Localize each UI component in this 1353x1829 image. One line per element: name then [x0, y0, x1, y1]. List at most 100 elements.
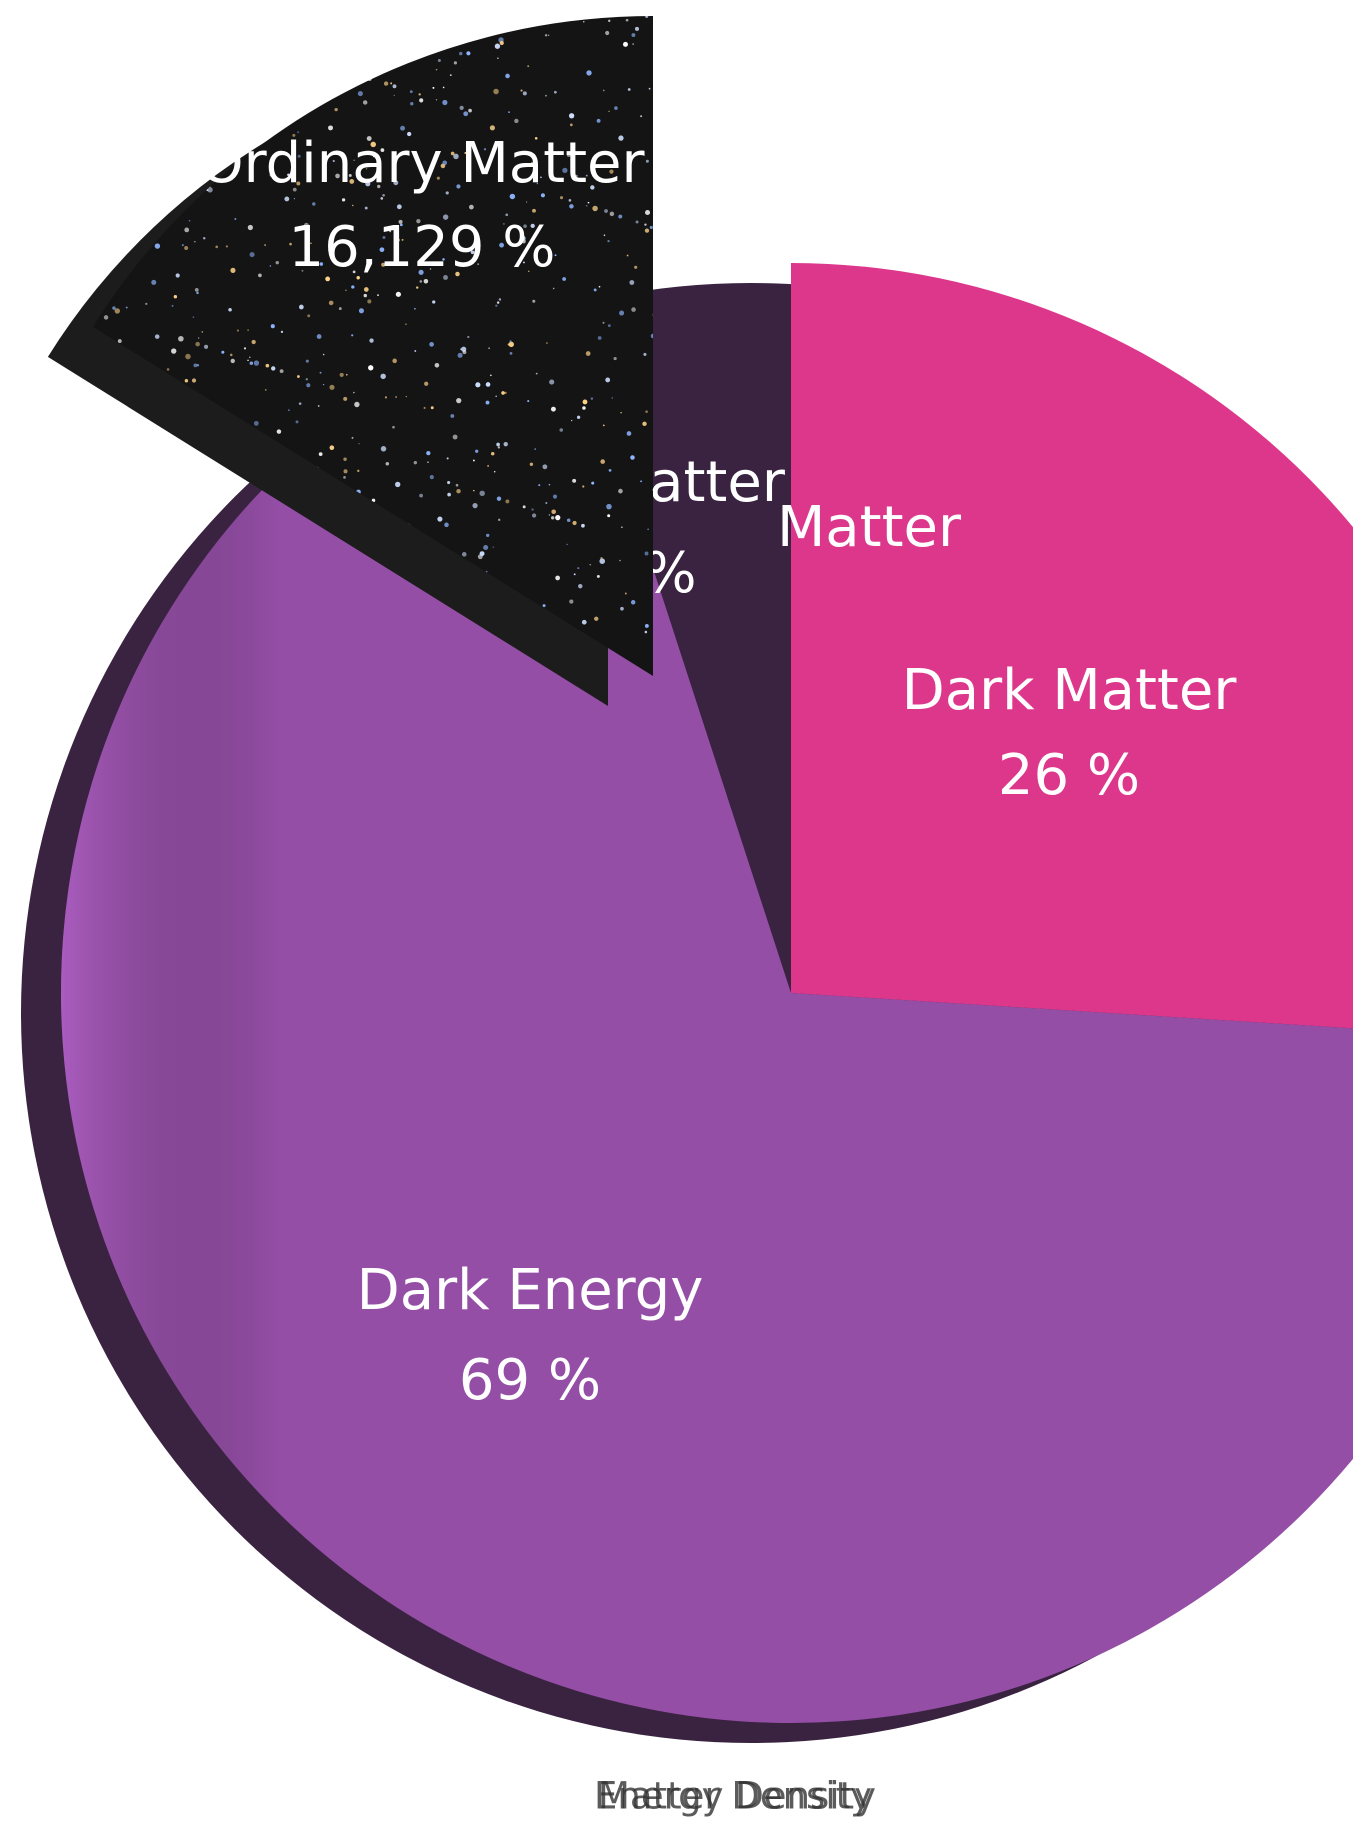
star	[224, 46, 226, 49]
star	[585, 174, 588, 177]
star	[149, 544, 152, 547]
star	[289, 242, 292, 246]
star	[46, 551, 48, 553]
star	[398, 219, 403, 224]
star	[392, 84, 397, 89]
star	[125, 155, 129, 159]
star	[125, 306, 128, 309]
star	[599, 558, 606, 565]
star	[124, 466, 128, 469]
star	[600, 459, 605, 464]
star	[447, 492, 451, 497]
star	[464, 24, 469, 29]
star	[50, 131, 53, 134]
star	[296, 375, 300, 378]
star	[274, 20, 277, 23]
star	[499, 242, 505, 248]
star	[664, 255, 668, 259]
star	[554, 90, 557, 94]
star	[305, 378, 308, 381]
star	[630, 455, 635, 460]
star	[396, 204, 402, 210]
star	[498, 518, 501, 522]
star	[204, 344, 209, 349]
star	[38, 218, 42, 222]
star	[577, 567, 580, 570]
star	[643, 352, 647, 356]
star	[54, 581, 57, 584]
star	[211, 123, 217, 129]
star	[281, 61, 286, 66]
star	[265, 389, 267, 391]
star	[365, 181, 371, 187]
star	[418, 93, 421, 96]
star	[353, 391, 355, 394]
star	[640, 480, 643, 483]
star	[343, 457, 347, 462]
star	[134, 614, 137, 616]
star	[618, 214, 623, 219]
star	[230, 267, 236, 273]
star	[341, 198, 346, 202]
star	[546, 342, 548, 344]
star	[243, 347, 247, 350]
star	[368, 365, 374, 371]
star	[348, 71, 352, 75]
star	[234, 218, 237, 220]
star	[635, 220, 639, 224]
star	[52, 5, 53, 6]
star	[83, 627, 88, 632]
star	[634, 265, 638, 269]
star	[455, 483, 459, 487]
star	[298, 402, 302, 405]
star	[342, 68, 346, 72]
star	[80, 248, 82, 250]
star	[414, 350, 417, 352]
star	[297, 154, 301, 158]
star	[426, 450, 431, 456]
star	[589, 563, 592, 566]
star	[165, 504, 168, 507]
star	[71, 257, 74, 260]
star	[605, 30, 610, 36]
star	[497, 57, 499, 59]
star	[383, 81, 389, 86]
star	[68, 286, 72, 290]
star	[103, 315, 109, 320]
star	[405, 395, 407, 398]
star	[220, 84, 225, 89]
star	[531, 508, 534, 511]
star	[316, 59, 321, 65]
star	[345, 289, 347, 291]
star	[316, 334, 322, 339]
star	[229, 353, 233, 357]
star	[128, 113, 131, 116]
star	[630, 600, 636, 605]
star	[386, 16, 389, 19]
star	[343, 476, 346, 479]
star	[573, 573, 576, 576]
star	[216, 30, 222, 35]
star	[620, 411, 622, 414]
star	[318, 452, 323, 457]
star	[486, 533, 490, 537]
star	[166, 368, 170, 371]
star	[479, 551, 485, 557]
star	[118, 507, 124, 513]
star	[496, 496, 502, 501]
star	[395, 481, 401, 488]
star	[444, 522, 449, 528]
star	[459, 51, 463, 56]
star	[188, 219, 191, 222]
star	[64, 13, 66, 15]
star	[396, 0, 401, 4]
star	[460, 348, 463, 351]
star	[111, 228, 113, 231]
star	[354, 401, 360, 408]
star	[464, 0, 467, 3]
star	[666, 3, 668, 5]
star	[319, 50, 325, 56]
pie-rim	[61, 263, 1353, 1723]
star	[55, 498, 59, 502]
star	[668, 230, 673, 235]
